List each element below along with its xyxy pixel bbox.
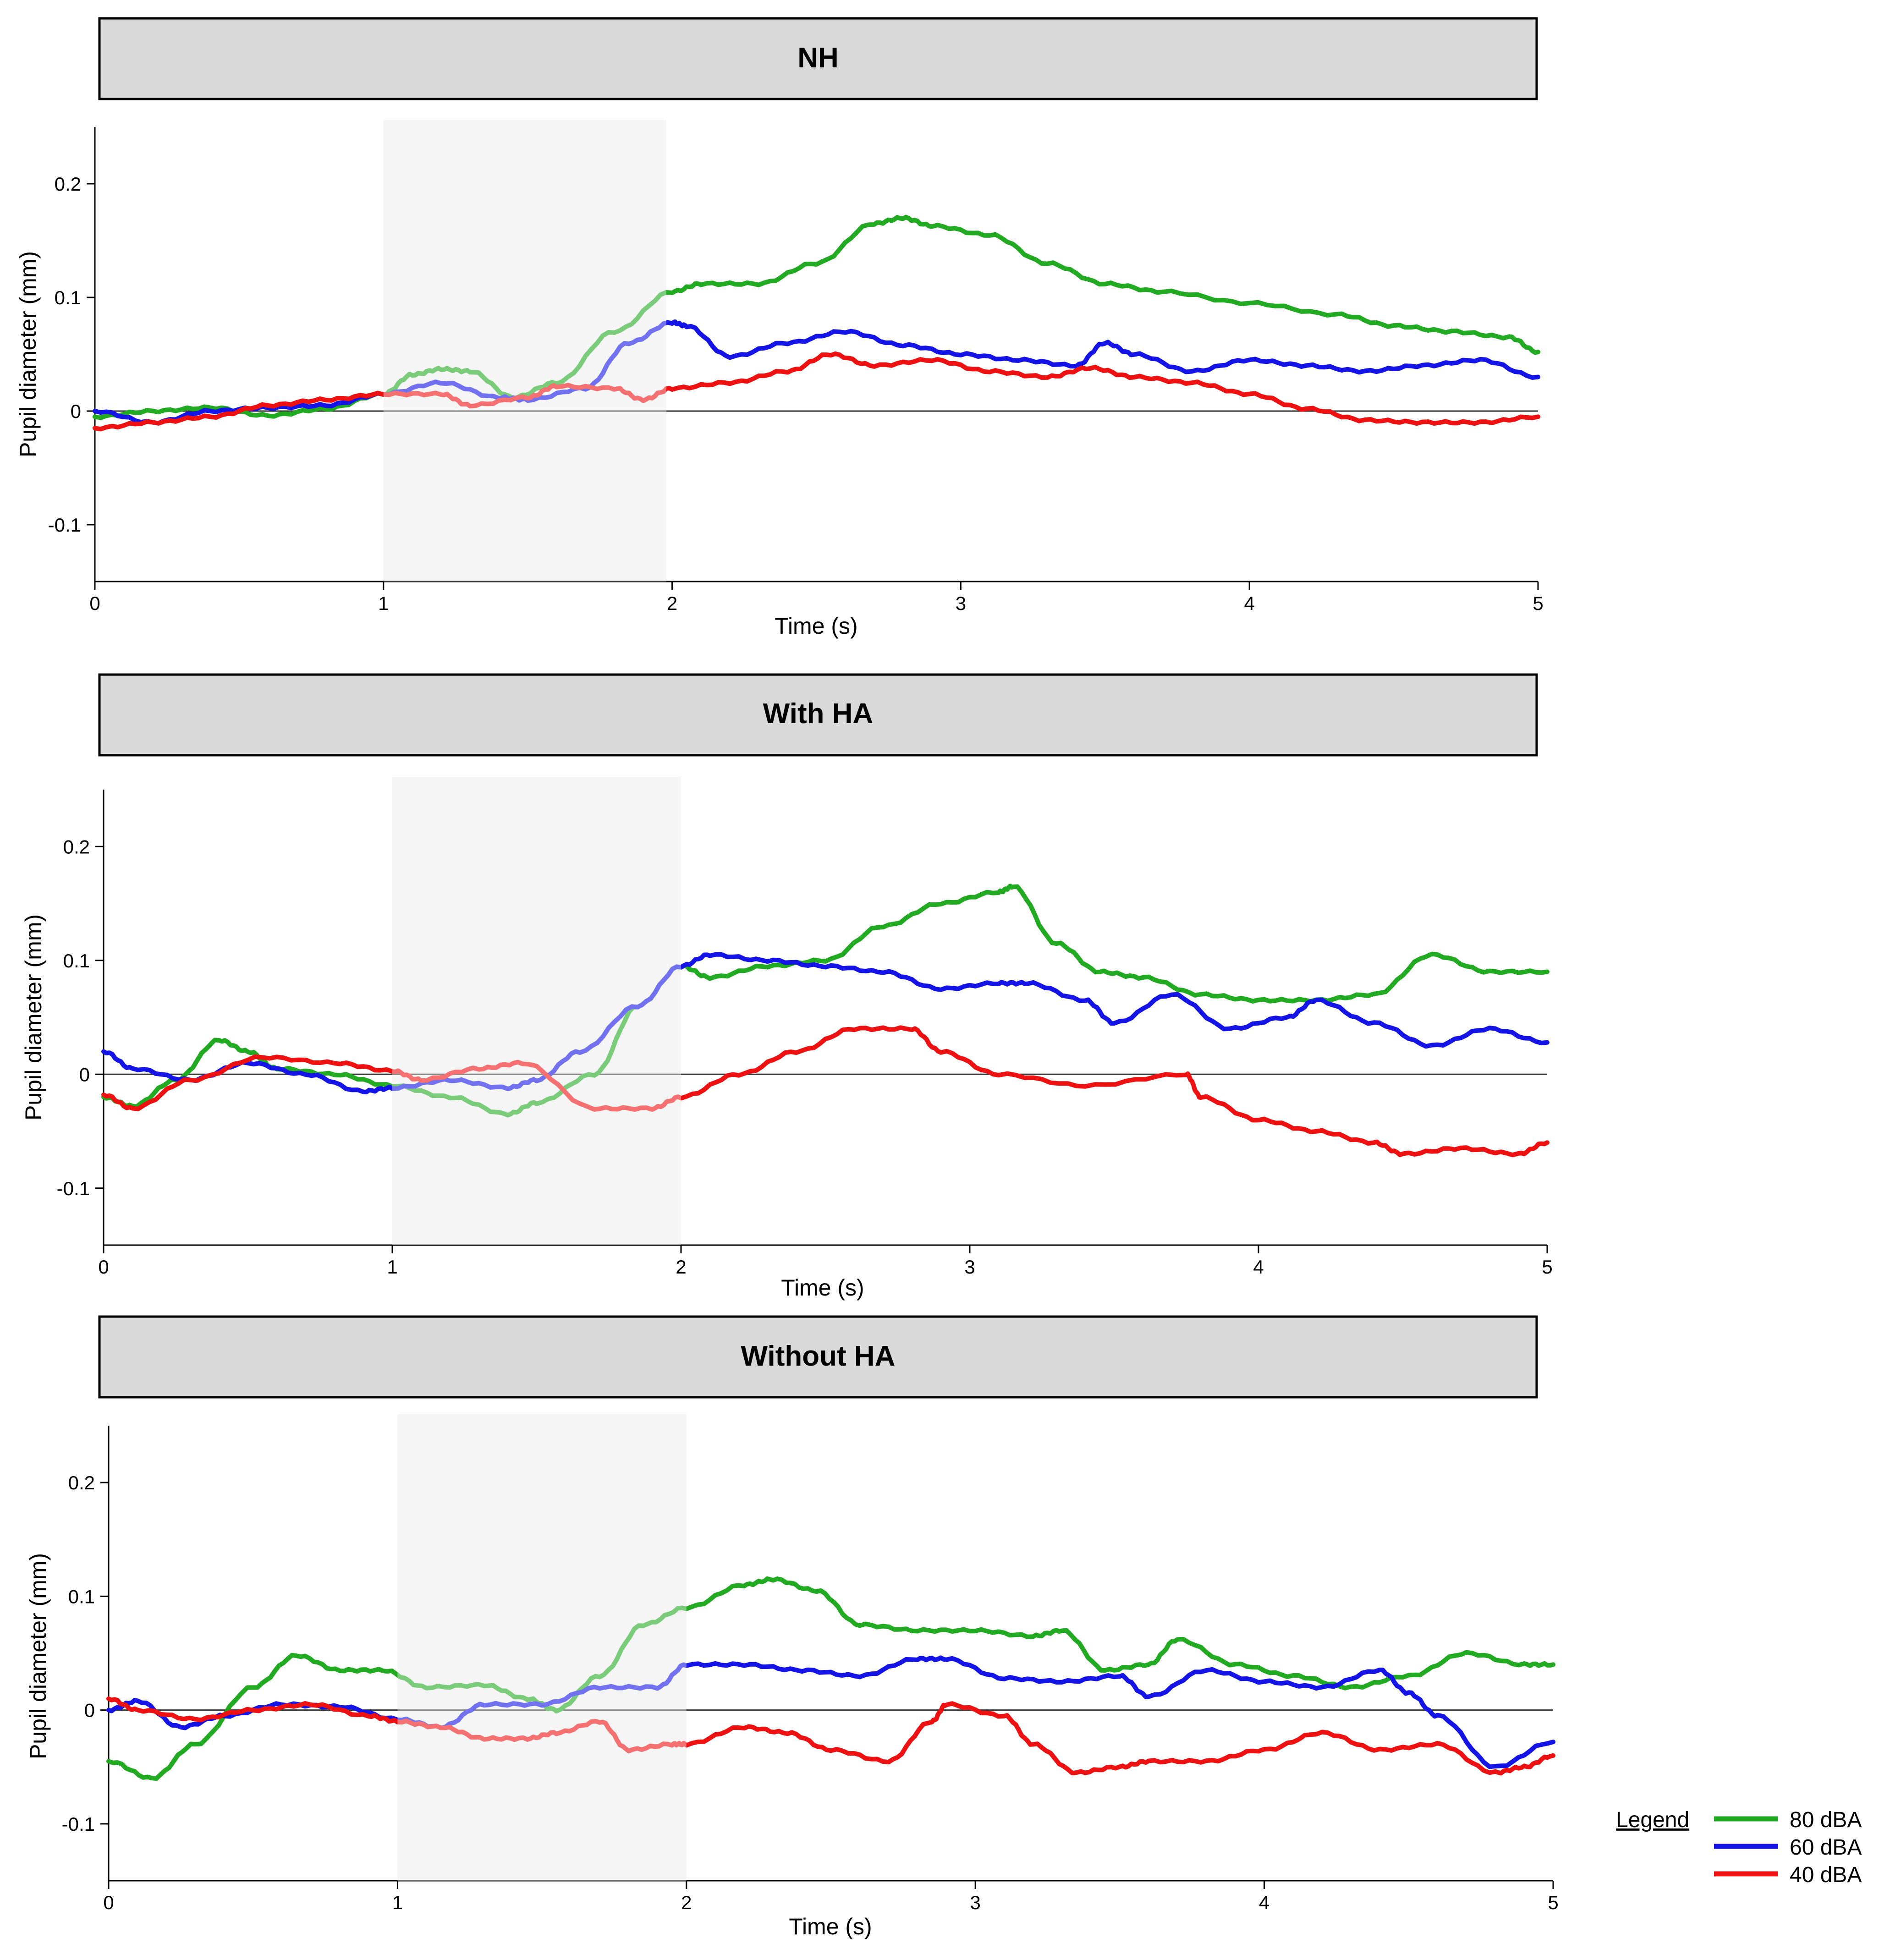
series-line-40-dba (93, 351, 1540, 432)
y-tick-label: 0 (71, 401, 81, 422)
plot-area: -0.1 0 0.1 0.2 0 1 2 3 4 5 (62, 1414, 1559, 1913)
panel-title-box (98, 17, 1538, 100)
y-tick-label: 0.2 (55, 173, 81, 195)
stimulus-shade (397, 1414, 687, 1881)
y-tick-label: 0 (79, 1064, 90, 1085)
panel-title: NH (797, 42, 839, 74)
x-tick-label: 3 (956, 593, 966, 614)
y-tick-label: -0.1 (48, 514, 81, 536)
x-tick-label: 2 (681, 1892, 692, 1913)
x-tick-label: 4 (1253, 1256, 1264, 1278)
y-tick-label: 0.1 (63, 950, 90, 972)
y-tick-label: 0 (84, 1700, 95, 1721)
x-tick-label: 2 (667, 593, 677, 614)
x-tick-label: 0 (89, 593, 100, 614)
x-tick-label: 5 (1548, 1892, 1558, 1913)
stimulus-overlay (383, 120, 667, 582)
legend-title: Legend (1616, 1808, 1689, 1832)
legend-label-40: 40 dBA (1790, 1863, 1862, 1887)
stimulus-overlay (397, 1414, 687, 1881)
x-tick-label: 4 (1244, 593, 1255, 614)
legend: Legend 80 dBA 60 dBA 40 dBA (1616, 1808, 1862, 1887)
plot-area: -0.1 0 0.1 0.2 0 1 2 3 4 5 (48, 120, 1544, 614)
y-axis-label: Pupil diameter (mm) (15, 251, 41, 457)
x-axis-label: Time (s) (781, 1275, 864, 1301)
panel-without-ha: Without HA -0.1 0 0.1 0.2 0 1 2 3 4 5 Time (s) Pu… (25, 1315, 1559, 1939)
y-axis-label: Pupil diameter (mm) (25, 1553, 51, 1759)
series-line-80-dba (93, 214, 1540, 420)
x-tick-label: 1 (378, 593, 389, 614)
legend-label-60: 60 dBA (1790, 1835, 1862, 1860)
panel-nh: NH -0.1 0 0.1 0.2 0 1 2 3 4 5 Time (s) Pupil diam… (15, 17, 1544, 639)
panel-with-ha: With HA -0.1 0 0.1 0.2 0 1 2 3 4 5 Time (s) Pupil… (21, 673, 1553, 1301)
series-line-40-dba (101, 1025, 1549, 1158)
y-tick-label: 0.2 (68, 1472, 95, 1493)
legend-label-80: 80 dBA (1790, 1808, 1862, 1832)
x-tick-label: 2 (676, 1256, 686, 1278)
y-tick-label: -0.1 (57, 1178, 90, 1199)
series-line-60-dba (93, 319, 1540, 426)
x-tick-label: 0 (98, 1256, 109, 1278)
plot-area: -0.1 0 0.1 0.2 0 1 2 3 4 5 (57, 777, 1553, 1278)
panel-title-box (98, 673, 1538, 757)
y-tick-label: -0.1 (62, 1813, 95, 1835)
series-line-80-dba (106, 1576, 1555, 1781)
y-tick-label: 0.2 (63, 836, 90, 857)
series-line-40-dba (106, 1696, 1555, 1776)
x-tick-label: 1 (392, 1892, 403, 1913)
x-tick-label: 5 (1542, 1256, 1552, 1278)
x-tick-label: 0 (103, 1892, 114, 1913)
stimulus-overlay (392, 777, 681, 1245)
x-tick-label: 4 (1259, 1892, 1269, 1913)
x-axis-label: Time (s) (789, 1914, 872, 1939)
y-tick-label: 0.1 (55, 287, 81, 308)
x-tick-label: 3 (970, 1892, 981, 1913)
series-line-60-dba (101, 952, 1549, 1095)
series-line-80-dba (101, 884, 1549, 1118)
panel-title: With HA (763, 698, 874, 730)
panel-title-box (98, 1315, 1538, 1399)
panel-title: Without HA (741, 1340, 896, 1372)
y-axis-label: Pupil diameter (mm) (21, 914, 46, 1120)
y-tick-label: 0.1 (68, 1586, 95, 1607)
x-tick-label: 3 (964, 1256, 975, 1278)
x-tick-label: 1 (387, 1256, 397, 1278)
x-axis-label: Time (s) (775, 613, 857, 639)
x-tick-label: 5 (1533, 593, 1543, 614)
